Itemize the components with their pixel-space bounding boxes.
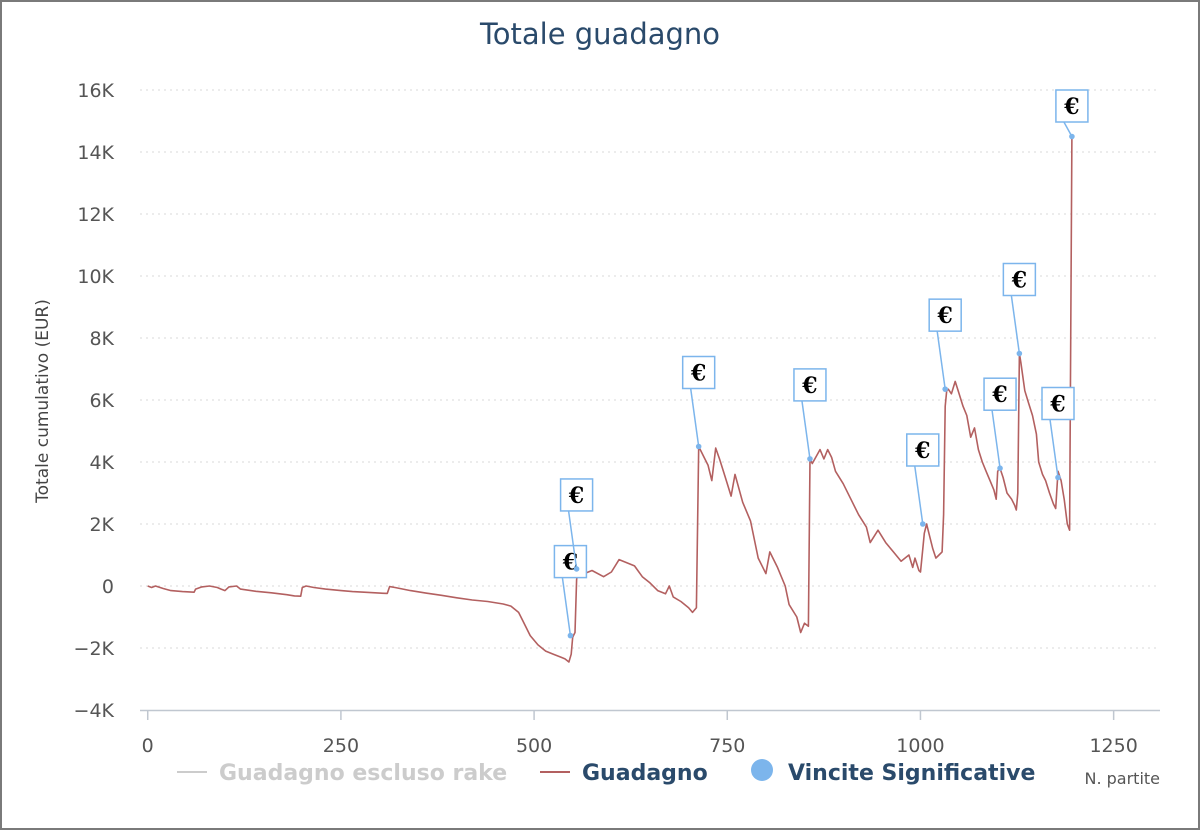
flag-box xyxy=(559,478,594,512)
flag-box xyxy=(793,368,827,402)
y-tick-label: −2K xyxy=(74,638,115,660)
y-tick-label: 12K xyxy=(77,204,114,226)
y-tick-label: 16K xyxy=(77,80,114,102)
flag-box xyxy=(681,355,716,390)
significant-win-flag: € xyxy=(1055,89,1089,140)
flag-connector xyxy=(567,510,578,570)
flag-box xyxy=(928,298,962,332)
x-axis: 0 250 500 750 1000 1250 xyxy=(140,709,1160,757)
euro-flag-label: € xyxy=(801,373,817,399)
significant-win-flag: € xyxy=(983,377,1017,472)
flag-box xyxy=(983,377,1017,411)
flag-connector xyxy=(936,331,946,390)
series-layer xyxy=(147,135,1074,663)
y-tick-label: 2K xyxy=(89,514,114,536)
significant-win-flag: € xyxy=(928,298,962,392)
euro-flag-label: € xyxy=(690,361,706,387)
flag-connector xyxy=(1010,295,1021,354)
y-tick-label: 0 xyxy=(102,576,114,598)
flag-box xyxy=(906,433,940,467)
win-point xyxy=(942,386,948,392)
significant-win-flag: € xyxy=(559,478,594,572)
euro-flag-label: € xyxy=(1011,268,1027,294)
legend-label: Guadagno xyxy=(582,761,708,786)
win-point xyxy=(1016,350,1023,357)
y-tick-label: −4K xyxy=(74,700,115,722)
x-tick-label: 1000 xyxy=(896,735,944,757)
flag-box xyxy=(1002,262,1037,297)
x-tick-label: 0 xyxy=(142,735,154,757)
y-axis-ticks: −4K −2K 0 2K 4K 6K 8K 10K 12K 14K 16K xyxy=(74,80,115,722)
flag-box xyxy=(1041,386,1075,421)
legend-item: Vincite Significative xyxy=(751,759,1035,786)
significant-win-flag: € xyxy=(793,368,827,462)
flag-connector xyxy=(689,388,700,447)
significant-win-flag: € xyxy=(681,355,716,450)
legend-symbol xyxy=(751,759,773,781)
flag-box xyxy=(553,544,588,579)
y-tick-label: 10K xyxy=(77,266,114,288)
x-tick-label: 250 xyxy=(323,735,359,757)
euro-flag-label: € xyxy=(1063,94,1079,120)
euro-flag-label: € xyxy=(937,303,953,329)
significant-win-flag: € xyxy=(906,433,940,527)
euro-flag-label: € xyxy=(914,438,930,464)
win-point xyxy=(807,456,813,462)
legend-label: Guadagno escluso rake xyxy=(219,761,507,786)
flag-connector xyxy=(561,577,572,636)
y-tick-label: 8K xyxy=(89,328,114,350)
significant-win-flag: € xyxy=(1041,386,1075,481)
euro-flag-label: € xyxy=(568,483,584,509)
win-point xyxy=(919,521,926,527)
euro-flag-label: € xyxy=(1049,392,1065,418)
flag-connector xyxy=(991,410,1001,469)
grid-lines xyxy=(140,89,1160,649)
x-tick-label: 750 xyxy=(709,735,745,757)
x-tick-label: 1250 xyxy=(1089,735,1137,757)
flag-connector xyxy=(914,465,924,525)
significant-win-flag: € xyxy=(1002,262,1037,357)
flag-box xyxy=(1055,89,1089,123)
y-tick-label: 4K xyxy=(89,452,114,474)
x-axis-title: N. partite xyxy=(1084,769,1160,788)
win-point xyxy=(567,632,574,639)
win-point xyxy=(997,465,1003,472)
legend-item: Guadagno escluso rake xyxy=(177,761,507,786)
legend-label: Vincite Significative xyxy=(788,761,1035,786)
significant-win-flag: € xyxy=(553,544,588,639)
win-point xyxy=(1069,133,1075,140)
chart-title: Totale guadagno xyxy=(479,17,720,51)
x-tick-label: 500 xyxy=(516,735,552,757)
y-tick-label: 6K xyxy=(89,390,114,412)
flag-connector xyxy=(1049,419,1059,478)
legend: Guadagno escluso rake Guadagno Vincite Sig… xyxy=(177,759,1035,786)
win-point xyxy=(1055,474,1061,481)
legend-item: Guadagno xyxy=(540,761,708,786)
y-axis-title: Totale cumulativo (EUR) xyxy=(33,299,53,504)
euro-flag-label: € xyxy=(991,382,1007,408)
y-tick-label: 14K xyxy=(77,142,114,164)
win-point xyxy=(695,443,702,450)
series-line-guadagno xyxy=(147,135,1074,663)
flag-connector xyxy=(801,400,811,460)
win-point xyxy=(573,566,580,572)
significant-wins-markers: € € € € € € € € € € xyxy=(553,89,1089,639)
